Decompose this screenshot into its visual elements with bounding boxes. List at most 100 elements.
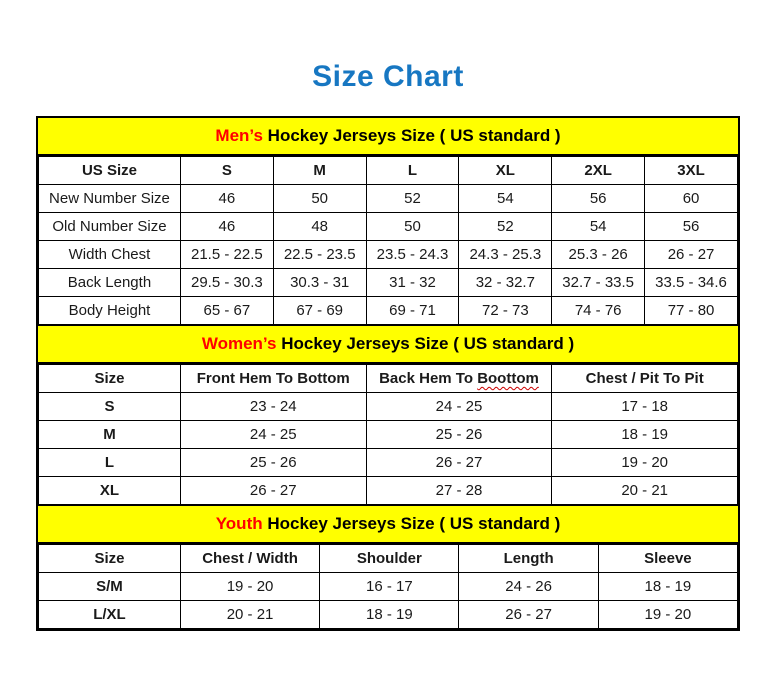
table-row: Width Chest 21.5 - 22.5 22.5 - 23.5 23.5 - … bbox=[38, 240, 738, 269]
section-band-womens: Women’s Hockey Jerseys Size ( US standar… bbox=[38, 325, 738, 364]
column-header: L bbox=[365, 156, 460, 185]
column-header: Front Hem To Bottom bbox=[179, 364, 367, 393]
table-row: S 23 - 24 24 - 25 17 - 18 bbox=[38, 392, 738, 421]
table-row: Old Number Size 46 48 50 52 54 56 bbox=[38, 212, 738, 241]
size-value-cell: 21.5 - 22.5 bbox=[179, 240, 274, 269]
size-value-cell: 33.5 - 34.6 bbox=[644, 268, 738, 297]
band-highlight-word: Men’s bbox=[215, 126, 263, 145]
size-value-cell: 24.3 - 25.3 bbox=[458, 240, 553, 269]
size-chart: Men’s Hockey Jerseys Size ( US standard … bbox=[36, 116, 740, 631]
table-row: XL 26 - 27 27 - 28 20 - 21 bbox=[38, 476, 738, 505]
column-header: M bbox=[272, 156, 367, 185]
size-value-cell: 18 - 19 bbox=[551, 420, 738, 449]
size-value-cell: 65 - 67 bbox=[179, 296, 274, 325]
size-value-cell: 32 - 32.7 bbox=[458, 268, 553, 297]
column-header: Chest / Width bbox=[179, 544, 321, 573]
size-value-cell: 26 - 27 bbox=[458, 600, 599, 629]
size-value-cell: 52 bbox=[458, 212, 553, 241]
size-value-cell: 67 - 69 bbox=[272, 296, 367, 325]
row-label: New Number Size bbox=[38, 184, 181, 213]
size-value-cell: 69 - 71 bbox=[365, 296, 460, 325]
size-value-cell: 22.5 - 23.5 bbox=[272, 240, 367, 269]
size-value-cell: 26 - 27 bbox=[179, 476, 367, 505]
column-header: Shoulder bbox=[319, 544, 460, 573]
column-header: Back Hem To Boottom bbox=[365, 364, 553, 393]
size-value-cell: 19 - 20 bbox=[597, 600, 739, 629]
size-value-cell: 20 - 21 bbox=[551, 476, 738, 505]
row-label: XL bbox=[38, 476, 181, 505]
size-value-cell: 54 bbox=[458, 184, 553, 213]
size-value-cell: 23 - 24 bbox=[179, 392, 367, 421]
band-text: Hockey Jerseys Size ( US standard ) bbox=[262, 126, 561, 145]
size-table-mens: US Size S M L XL 2XL 3XL New Number Size 46 50 52 5… bbox=[38, 156, 738, 325]
table-row: M 24 - 25 25 - 26 18 - 19 bbox=[38, 420, 738, 449]
size-value-cell: 18 - 19 bbox=[597, 572, 739, 601]
size-value-cell: 29.5 - 30.3 bbox=[179, 268, 274, 297]
band-text: Hockey Jerseys Size ( US standard ) bbox=[276, 334, 575, 353]
size-value-cell: 32.7 - 33.5 bbox=[551, 268, 646, 297]
header-row: Size Front Hem To Bottom Back Hem To Boott… bbox=[38, 364, 738, 393]
size-value-cell: 30.3 - 31 bbox=[272, 268, 367, 297]
size-value-cell: 19 - 20 bbox=[551, 448, 738, 477]
size-value-cell: 26 - 27 bbox=[365, 448, 553, 477]
table-row: S/M 19 - 20 16 - 17 24 - 26 18 - 19 bbox=[38, 572, 739, 601]
table-row: New Number Size 46 50 52 54 56 60 bbox=[38, 184, 738, 213]
column-header-misspelled-word: Boottom bbox=[477, 370, 539, 387]
size-value-cell: 72 - 73 bbox=[458, 296, 553, 325]
size-value-cell: 50 bbox=[365, 212, 460, 241]
size-value-cell: 19 - 20 bbox=[179, 572, 321, 601]
size-chart-page: Size Chart Men’s Hockey Jerseys Size ( U… bbox=[36, 60, 740, 631]
size-value-cell: 56 bbox=[644, 212, 738, 241]
size-table-youth: Size Chest / Width Shoulder Length Sleeve S/M… bbox=[38, 544, 739, 629]
size-value-cell: 77 - 80 bbox=[644, 296, 738, 325]
size-value-cell: 54 bbox=[551, 212, 646, 241]
column-header: S bbox=[179, 156, 274, 185]
row-label: S bbox=[38, 392, 181, 421]
size-value-cell: 24 - 25 bbox=[365, 392, 553, 421]
row-label: Back Length bbox=[38, 268, 181, 297]
size-value-cell: 16 - 17 bbox=[319, 572, 460, 601]
column-header: Length bbox=[458, 544, 599, 573]
column-header: 2XL bbox=[551, 156, 646, 185]
band-text: Hockey Jerseys Size ( US standard ) bbox=[262, 514, 561, 533]
size-value-cell: 52 bbox=[365, 184, 460, 213]
band-highlight-word: Women’s bbox=[201, 334, 277, 353]
size-value-cell: 46 bbox=[179, 212, 274, 241]
column-header: Chest / Pit To Pit bbox=[551, 364, 738, 393]
size-value-cell: 74 - 76 bbox=[551, 296, 646, 325]
size-value-cell: 46 bbox=[179, 184, 274, 213]
section-band-mens: Men’s Hockey Jerseys Size ( US standard … bbox=[38, 118, 738, 156]
size-value-cell: 25 - 26 bbox=[365, 420, 553, 449]
size-value-cell: 56 bbox=[551, 184, 646, 213]
size-value-cell: 26 - 27 bbox=[644, 240, 738, 269]
size-value-cell: 18 - 19 bbox=[319, 600, 460, 629]
table-row: Back Length 29.5 - 30.3 30.3 - 31 31 - 32 32… bbox=[38, 268, 738, 297]
row-label: Body Height bbox=[38, 296, 181, 325]
size-value-cell: 23.5 - 24.3 bbox=[365, 240, 460, 269]
size-value-cell: 25 - 26 bbox=[179, 448, 367, 477]
size-value-cell: 24 - 25 bbox=[179, 420, 367, 449]
size-table-womens: Size Front Hem To Bottom Back Hem To Boott… bbox=[38, 364, 738, 505]
header-row: Size Chest / Width Shoulder Length Sleeve bbox=[38, 544, 739, 573]
column-header: 3XL bbox=[644, 156, 738, 185]
table-row: Body Height 65 - 67 67 - 69 69 - 71 72 - 73 7… bbox=[38, 296, 738, 325]
size-value-cell: 27 - 28 bbox=[365, 476, 553, 505]
table-row: L 25 - 26 26 - 27 19 - 20 bbox=[38, 448, 738, 477]
table-row: L/XL 20 - 21 18 - 19 26 - 27 19 - 20 bbox=[38, 600, 739, 629]
size-value-cell: 24 - 26 bbox=[458, 572, 599, 601]
row-label: L bbox=[38, 448, 181, 477]
size-value-cell: 17 - 18 bbox=[551, 392, 738, 421]
column-header: US Size bbox=[38, 156, 181, 185]
page-title: Size Chart bbox=[312, 60, 464, 93]
header-row: US Size S M L XL 2XL 3XL bbox=[38, 156, 738, 185]
size-value-cell: 20 - 21 bbox=[179, 600, 321, 629]
row-label: S/M bbox=[38, 572, 181, 601]
row-label: L/XL bbox=[38, 600, 181, 629]
column-header: Sleeve bbox=[597, 544, 739, 573]
size-value-cell: 60 bbox=[644, 184, 738, 213]
size-value-cell: 31 - 32 bbox=[365, 268, 460, 297]
size-value-cell: 48 bbox=[272, 212, 367, 241]
row-label: Width Chest bbox=[38, 240, 181, 269]
row-label: Old Number Size bbox=[38, 212, 181, 241]
size-value-cell: 50 bbox=[272, 184, 367, 213]
